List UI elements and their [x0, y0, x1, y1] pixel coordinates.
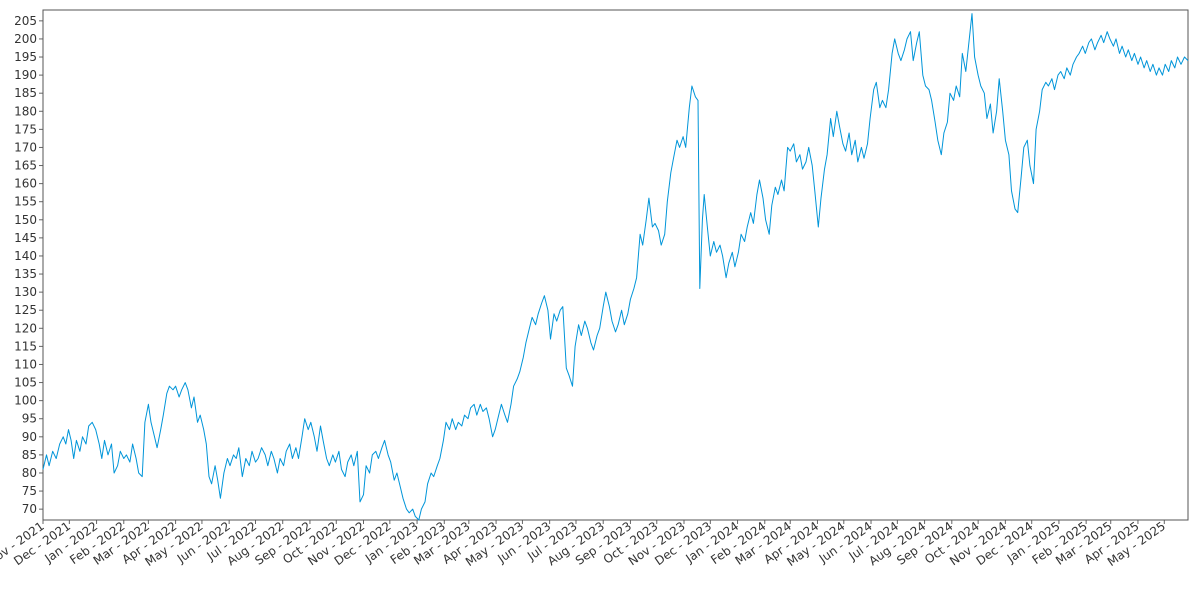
y-tick-label: 80 — [22, 466, 37, 480]
y-tick-label: 75 — [22, 484, 37, 498]
y-tick-label: 95 — [22, 412, 37, 426]
y-tick-label: 185 — [14, 86, 37, 100]
y-tick-label: 180 — [14, 104, 37, 118]
y-tick-label: 125 — [14, 303, 37, 317]
y-tick-label: 110 — [14, 357, 37, 371]
y-tick-label: 165 — [14, 159, 37, 173]
y-tick-label: 175 — [14, 122, 37, 136]
y-tick-label: 195 — [14, 50, 37, 64]
y-tick-label: 85 — [22, 448, 37, 462]
y-axis: 70 75 80 85 90 95 100 105 110 115 120 125 130 135 140 1… — [14, 14, 43, 516]
y-tick-label: 130 — [14, 285, 37, 299]
series-line — [42, 13, 1189, 521]
y-tick-label: 205 — [14, 14, 37, 28]
y-tick-label: 200 — [14, 32, 37, 46]
y-tick-label: 120 — [14, 321, 37, 335]
y-tick-label: 140 — [14, 249, 37, 263]
y-tick-label: 190 — [14, 68, 37, 82]
y-tick-label: 135 — [14, 267, 37, 281]
y-tick-label: 100 — [14, 394, 37, 408]
y-tick-label: 155 — [14, 195, 37, 209]
y-tick-label: 115 — [14, 339, 37, 353]
y-tick-label: 150 — [14, 213, 37, 227]
y-tick-label: 145 — [14, 231, 37, 245]
plot-area — [42, 9, 1189, 521]
y-tick-label: 90 — [22, 430, 37, 444]
y-tick-label: 105 — [14, 376, 37, 390]
y-tick-label: 170 — [14, 140, 37, 154]
plot-frame — [42, 9, 1189, 521]
y-tick-label: 160 — [14, 177, 37, 191]
y-tick-label: 70 — [22, 502, 37, 516]
